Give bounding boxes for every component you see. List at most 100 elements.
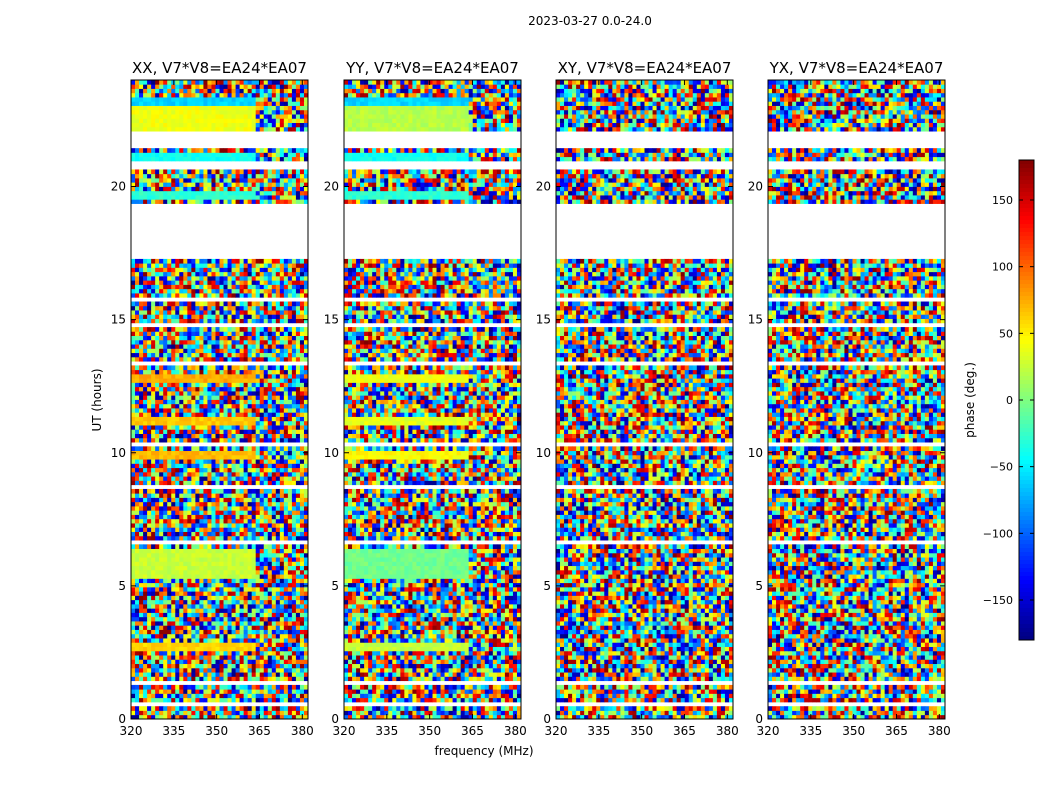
phase-cell (191, 271, 196, 277)
phase-cell (231, 582, 236, 588)
phase-cell (303, 373, 308, 379)
phase-cell (231, 625, 236, 630)
phase-cell (247, 318, 253, 324)
phase-cell (283, 284, 289, 290)
phase-cell (183, 288, 188, 294)
phase-cell (223, 267, 228, 273)
phase-cell (215, 569, 220, 575)
phase-cell (271, 501, 277, 507)
phase-cell (235, 629, 241, 635)
phase-cell (255, 561, 261, 567)
phase-cell (283, 365, 289, 371)
phase-cell (195, 148, 200, 153)
phase-cell (211, 625, 216, 630)
phase-cell (275, 433, 281, 439)
phase-cell (211, 122, 216, 128)
phase-cell (275, 152, 281, 158)
phase-cell (203, 608, 208, 613)
phase-cell (263, 501, 269, 507)
phase-cell (227, 339, 232, 345)
phase-cell (255, 258, 261, 264)
phase-cell (183, 616, 188, 622)
phase-cell (211, 369, 216, 375)
phase-cell (235, 356, 241, 362)
phase-cell (135, 331, 140, 336)
phase-cell (131, 310, 136, 315)
phase-cell (259, 514, 265, 520)
phase-cell (291, 399, 297, 405)
phase-cell (227, 267, 232, 273)
phase-cell (199, 676, 204, 682)
phase-cell (183, 599, 188, 605)
phase-cell (175, 676, 180, 682)
phase-cell (291, 621, 297, 626)
phase-cell (195, 697, 200, 703)
phase-cell (291, 586, 297, 592)
phase-cell (287, 288, 293, 294)
phase-cell (255, 152, 261, 158)
phase-cell (267, 548, 273, 554)
phase-cell (155, 561, 160, 567)
phase-cell (231, 190, 236, 196)
phase-cell (191, 118, 196, 123)
phase-cell (143, 339, 148, 345)
phase-cell (135, 327, 140, 332)
phase-cell (223, 706, 228, 711)
phase-cell (151, 356, 156, 362)
phase-cell (131, 459, 136, 464)
phase-cell (143, 612, 148, 618)
phase-cell (227, 403, 232, 409)
phase-cell (131, 518, 136, 524)
phase-cell (131, 569, 136, 575)
phase-cell (291, 122, 297, 128)
phase-cell (199, 655, 204, 660)
phase-cell (263, 476, 269, 481)
phase-cell (159, 706, 164, 711)
phase-cell (179, 450, 184, 456)
phase-cell (299, 335, 305, 341)
phase-cell (183, 301, 188, 307)
phase-cell (219, 514, 224, 520)
phase-cell (259, 386, 265, 392)
phase-cell (299, 271, 305, 277)
phase-cell (199, 514, 204, 520)
phase-cell (267, 327, 273, 332)
phase-cell (303, 527, 308, 532)
phase-cell (207, 378, 212, 383)
phase-cell (159, 148, 164, 153)
phase-cell (283, 190, 289, 196)
phase-cell (295, 650, 301, 656)
phase-cell (227, 714, 232, 719)
phase-cell (191, 697, 196, 703)
phase-cell (231, 314, 236, 319)
phase-cell (219, 531, 224, 537)
phase-cell (139, 390, 144, 396)
phase-cell (179, 697, 184, 703)
phase-cell (195, 420, 200, 426)
phase-cell (179, 390, 184, 396)
phase-cell (147, 382, 152, 388)
phase-cell (247, 301, 253, 307)
phase-cell (159, 280, 164, 285)
phase-cell (215, 689, 220, 694)
phase-cell (187, 531, 192, 537)
phase-cell (139, 118, 144, 123)
phase-cell (195, 416, 200, 422)
phase-cell (259, 544, 265, 549)
phase-cell (175, 578, 180, 584)
phase-cell (163, 459, 168, 464)
phase-cell (279, 595, 285, 601)
phase-cell (199, 561, 204, 567)
phase-cell (151, 697, 156, 703)
phase-cell (167, 676, 172, 682)
phase-cell (187, 429, 192, 434)
phase-cell (231, 412, 236, 417)
phase-cell (207, 467, 212, 473)
phase-cell (231, 182, 236, 187)
phase-cell (235, 416, 241, 422)
phase-cell (283, 650, 289, 656)
phase-cell (211, 314, 216, 319)
phase-cell (199, 365, 204, 371)
phase-cell (299, 420, 305, 426)
phase-cell (255, 156, 261, 162)
